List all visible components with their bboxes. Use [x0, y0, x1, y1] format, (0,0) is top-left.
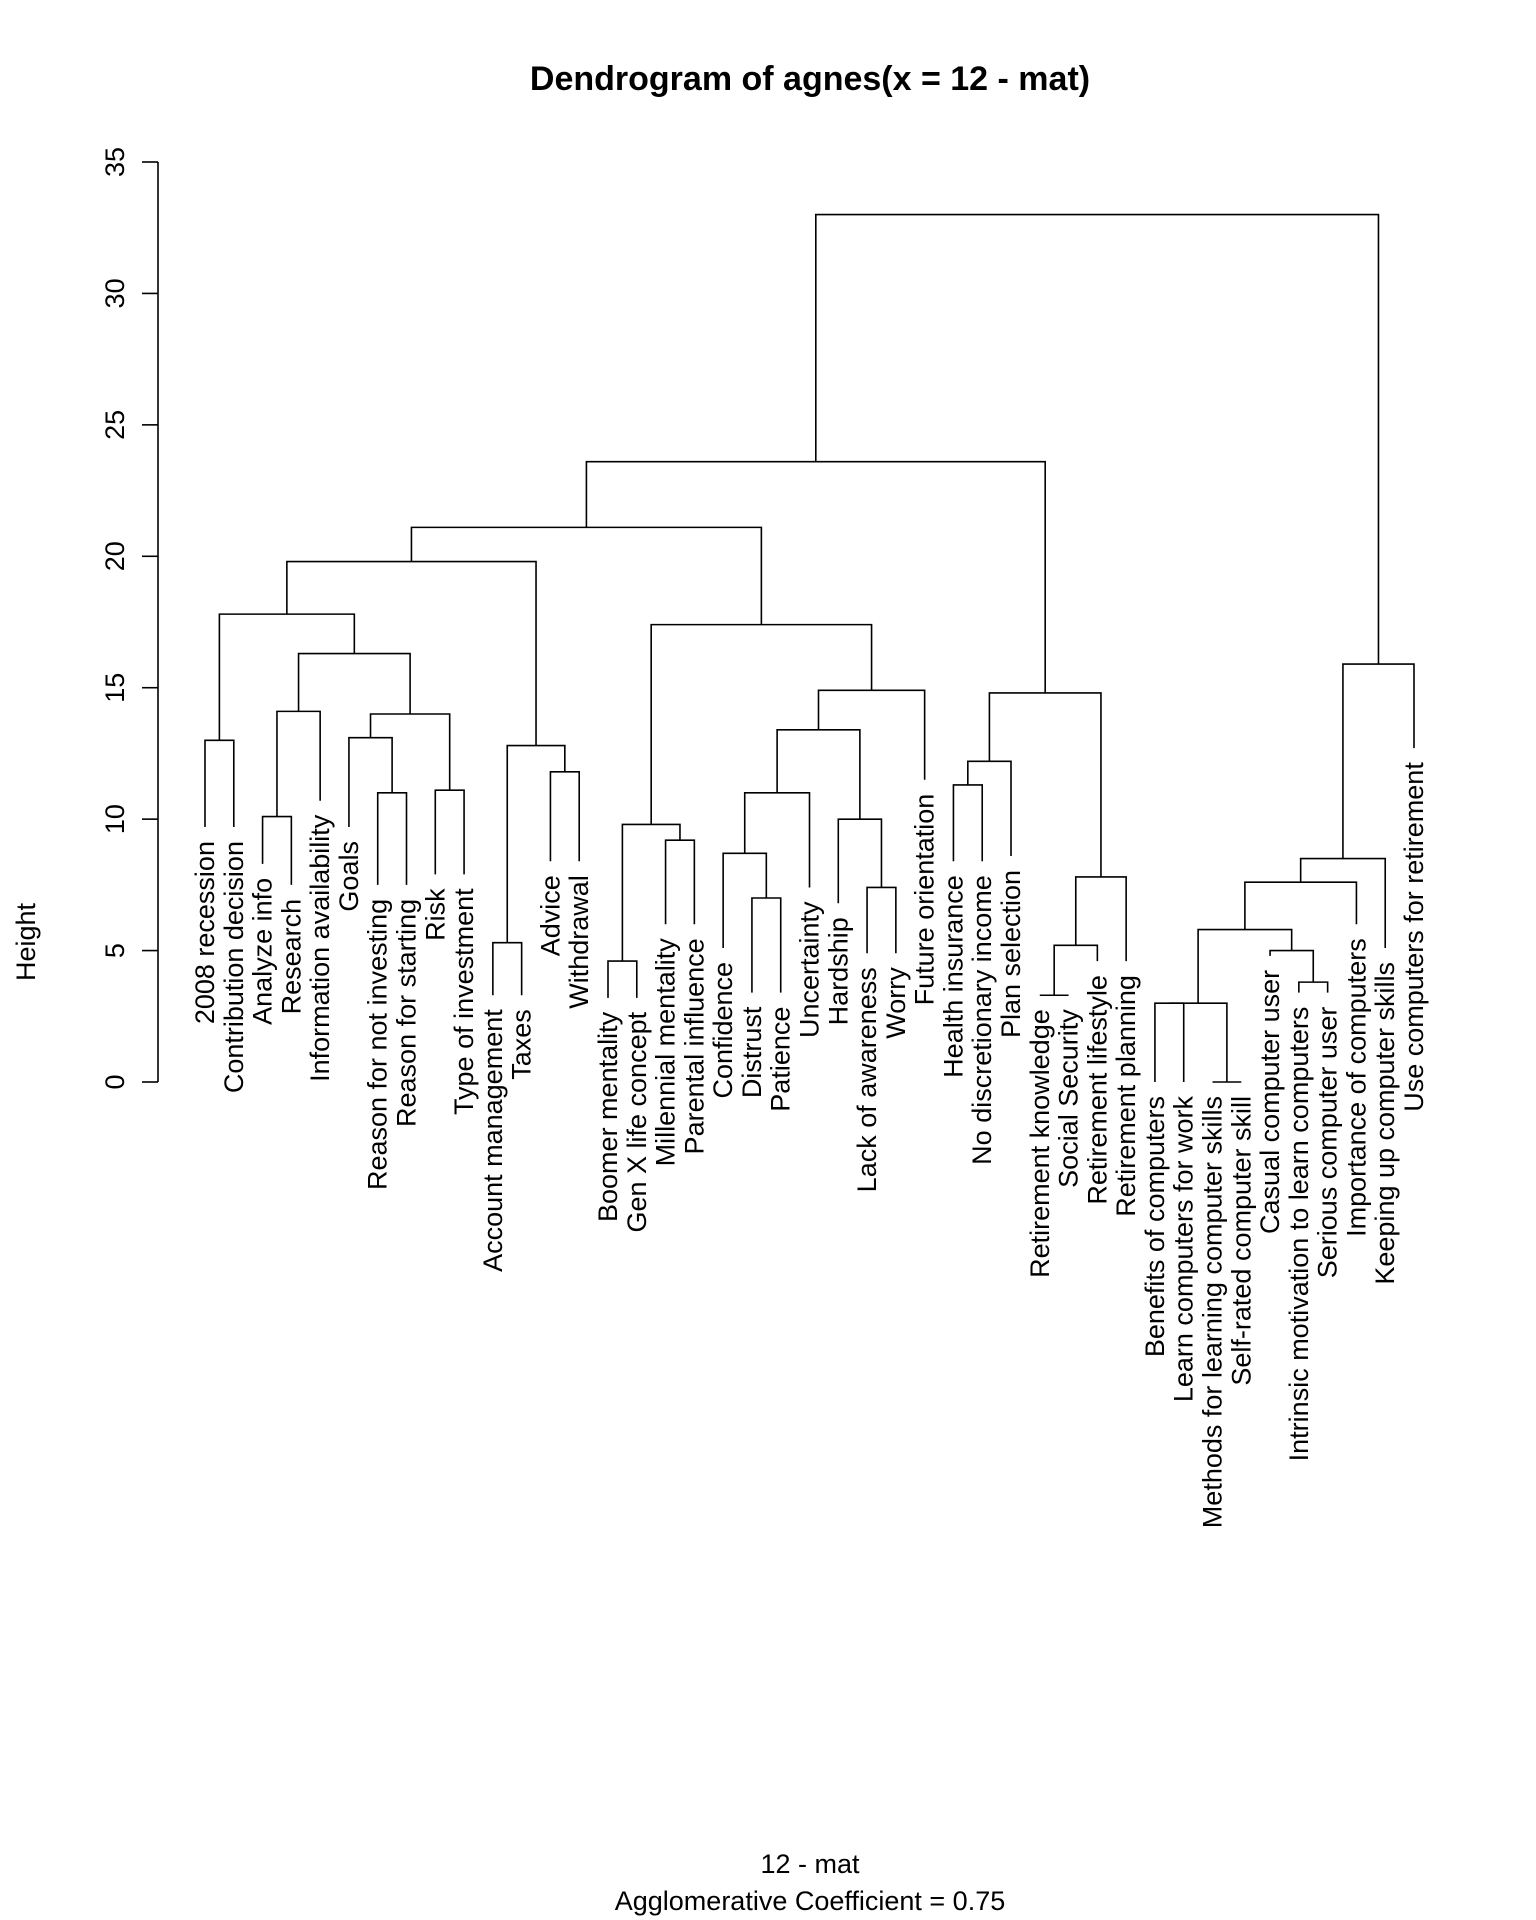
leaf-label: Boomer mentality — [593, 1011, 623, 1222]
dendrogram-link — [1299, 857, 1387, 948]
dendrogram-link — [1169, 1002, 1228, 1082]
dendrogram-link — [434, 789, 465, 875]
dendrogram-link — [952, 784, 984, 862]
leaf-label: Hardship — [823, 917, 853, 1025]
leaf-label: Uncertainty — [795, 901, 825, 1038]
leaf-label: Lack of awareness — [852, 967, 882, 1192]
dendrogram-link — [1074, 876, 1127, 962]
dendrogram-link — [297, 652, 411, 714]
leaf-label: Health insurance — [938, 875, 968, 1078]
leaf-label: Contribution decision — [219, 841, 249, 1093]
dendrogram-link — [276, 710, 321, 817]
leaf-label: Reason for not investing — [363, 899, 393, 1190]
leaf-label: Patience — [766, 1007, 796, 1112]
dendrogram-link — [776, 728, 861, 820]
dendrogram-link — [866, 886, 897, 954]
dendrogram-link — [492, 941, 523, 996]
leaf-label: Keeping up computer skills — [1370, 962, 1400, 1285]
leaf-label: Self-rated computer skill — [1226, 1096, 1256, 1386]
leaf-label: Intrinsic motivation to learn computers — [1284, 1007, 1314, 1462]
dendrogram-link — [814, 213, 1380, 665]
dendrogram-link — [369, 713, 451, 791]
chart-title: Dendrogram of agnes(x = 12 - mat) — [530, 60, 1090, 98]
leaf-label: Millennial mentality — [651, 938, 681, 1167]
leaf-label: Serious computer user — [1313, 1007, 1343, 1279]
dendrogram-link — [218, 613, 356, 741]
y-tick-label: 5 — [100, 943, 130, 958]
leaf-label: Worry — [881, 967, 911, 1039]
leaf-label: Gen X life concept — [622, 1011, 652, 1232]
y-tick-label: 30 — [100, 278, 130, 308]
dendrogram-link — [410, 526, 763, 625]
leaf-label: Type of investment — [449, 888, 479, 1115]
dendrogram-link — [261, 815, 293, 885]
leaf-label: Learn computers for work — [1169, 1096, 1199, 1403]
leaf-label: Retirement planning — [1111, 975, 1141, 1217]
leaf-label: Research — [276, 899, 306, 1015]
leaf-label: Taxes — [507, 1009, 537, 1080]
dendrogram-link — [376, 792, 408, 885]
leaf-label: Plan selection — [996, 870, 1026, 1038]
x-axis-label: 12 - mat — [760, 1849, 860, 1879]
dendrogram-link — [650, 623, 873, 825]
leaf-label: Retirement lifestyle — [1082, 975, 1112, 1205]
leaf-label: Information availability — [305, 814, 335, 1082]
dendrogram-link — [585, 460, 1046, 693]
leaf-label: Reason for starting — [392, 899, 422, 1127]
dendrogram-link — [1244, 881, 1358, 930]
dendrogram-link — [664, 839, 696, 925]
dendrogram-link — [837, 818, 883, 904]
y-tick-label: 15 — [100, 673, 130, 703]
y-tick-label: 25 — [100, 410, 130, 440]
leaf-label: Distrust — [737, 1006, 767, 1098]
dendrogram-link — [743, 792, 811, 888]
dendrogram-link — [988, 692, 1102, 877]
leaf-label: Future orientation — [910, 794, 940, 1006]
dendrogram-link — [348, 736, 393, 828]
leaf-label: Account management — [478, 1009, 508, 1272]
leaf-label: No discretionary income — [967, 875, 997, 1165]
y-tick-label: 0 — [100, 1074, 130, 1089]
dendrogram-link — [1298, 981, 1329, 993]
y-tick-label: 20 — [100, 541, 130, 571]
dendrogram-link — [1154, 1002, 1185, 1082]
dendrogram-link — [722, 852, 768, 948]
leaf-label: Use computers for retirement — [1399, 762, 1429, 1112]
y-axis: 0 5 10 15 20 25 30 35 — [100, 147, 159, 1090]
y-axis-label: Height — [11, 902, 41, 981]
leaf-label: Withdrawal — [564, 875, 594, 1009]
leaf-label: 2008 recession — [190, 841, 220, 1024]
dendrogram-link — [817, 689, 926, 780]
leaf-label: Casual computer user — [1255, 970, 1285, 1234]
leaf-label: Risk — [420, 888, 450, 941]
dendrogram-link — [549, 771, 581, 862]
y-tick-label: 10 — [100, 804, 130, 834]
leaf-label: Parental influence — [679, 938, 709, 1154]
dendrogram-tree — [204, 213, 1415, 1083]
dendrogram-link — [204, 739, 235, 828]
leaf-label: Retirement knowledge — [1025, 1009, 1055, 1278]
dendrogram-link — [751, 897, 782, 993]
leaf-label: Benefits of computers — [1140, 1096, 1170, 1357]
leaf-label: Social Security — [1054, 1009, 1084, 1188]
dendrogram-link — [607, 960, 638, 998]
y-tick-label: 35 — [100, 147, 130, 177]
leaf-label: Confidence — [708, 962, 738, 1099]
leaf-label: Analyze info — [248, 878, 278, 1025]
leaf-label: Methods for learning computer skills — [1198, 1096, 1228, 1528]
leaf-label: Importance of computers — [1341, 938, 1371, 1237]
dendrogram-link — [967, 760, 1012, 856]
leaf-label: Advice — [535, 875, 565, 956]
chart-subtitle: Agglomerative Coefficient = 0.75 — [615, 1886, 1006, 1916]
leaf-label: Goals — [334, 841, 364, 912]
